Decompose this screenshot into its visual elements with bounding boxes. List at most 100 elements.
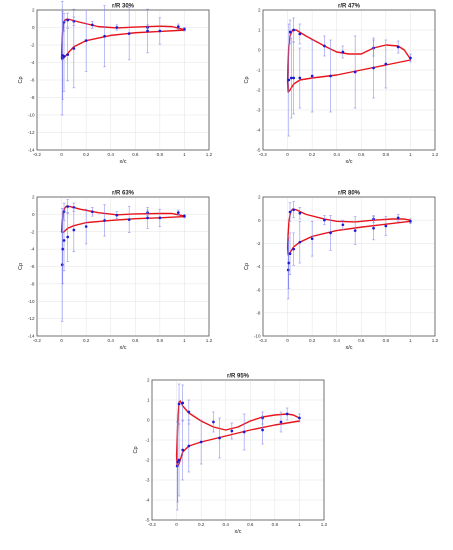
y-tick-label: -2 [256,88,261,93]
data-point [341,223,345,227]
data-point [90,210,94,214]
data-point [292,208,296,212]
data-point [396,216,400,220]
y-tick-label: -4 [30,247,35,252]
data-point [66,205,70,208]
x-tick-label: 0.6 [132,152,139,157]
y-tick-label: -12 [28,130,35,135]
data-point [90,23,94,27]
x-tick-label: 0.8 [157,152,164,157]
cp-curve-line [175,400,301,467]
x-tick-label: 1 [183,338,186,343]
x-tick-label: -0.2 [33,338,41,343]
x-tick-label: -0.2 [148,522,156,527]
data-point [72,228,76,232]
plot-frame [36,196,210,337]
x-tick-label: 0.2 [83,152,90,157]
y-tick-label: -6 [30,78,35,83]
data-point [158,216,162,220]
x-tick-label: 0.2 [198,522,205,527]
y-tick-label: -6 [30,264,35,269]
data-point [176,460,180,464]
data-point [329,74,332,78]
data-point [298,76,302,80]
data-point [288,30,292,34]
plot-frame [262,9,436,151]
x-axis-label: x/c [345,159,352,165]
chart-title: r/R 47% [338,4,361,10]
y-tick-label: -12 [28,316,35,321]
data-point [298,416,301,420]
data-point [298,32,302,36]
y-tick-label: -10 [28,299,35,304]
data-point [286,268,290,272]
y-tick-label: -3 [256,108,261,113]
data-point [61,247,65,251]
x-tick-label: 0.4 [223,522,230,527]
x-tick-label: 1.2 [432,152,439,157]
data-point [298,240,302,244]
x-tick-label: 0.6 [132,338,139,343]
y-tick-label: -8 [256,310,261,315]
data-point [289,76,293,80]
data-point [212,420,215,424]
y-tick-label: -2 [256,241,261,246]
x-tick-label: 1.2 [206,338,213,343]
data-point [288,210,292,214]
data-point [176,211,180,214]
data-point [62,239,66,242]
chart-panel: -0.2 0 0.2 0.4 0.6 0.8 1 1.2 -14 -12 -10 -8 -6 -4 -2 0 2… [18,1,213,165]
data-point [177,402,181,406]
y-tick-label: -2 [145,458,150,463]
y-tick-label: -4 [256,264,261,269]
data-point [103,34,106,38]
data-point [103,219,106,222]
data-point [66,53,70,56]
y-tick-label: -14 [28,334,35,339]
data-point [409,219,412,223]
x-tick-label: 0.8 [272,522,279,527]
data-point [62,55,66,58]
data-point [372,66,375,70]
data-point [127,32,131,35]
data-point [384,224,388,228]
x-tick-label: 0.2 [309,152,316,157]
data-point [199,440,203,444]
x-axis-label: x/c [119,345,126,351]
data-point [310,74,314,78]
y-tick-label: -10 [254,334,261,339]
data-point [218,436,221,440]
y-tick-label: -1 [145,438,150,443]
data-point [384,62,388,66]
chart-panel: -0.2 0 0.2 0.4 0.6 0.8 1 1.2 -14 -12 -10 -8 -6 -4 -2 0 2… [18,191,213,352]
x-tick-label: 0.8 [383,338,390,343]
x-tick-label: -0.2 [259,152,267,157]
data-point [292,28,296,32]
data-point [329,231,332,235]
x-tick-label: 0.2 [309,338,316,343]
y-axis-label: Cp [244,263,250,270]
data-point [181,401,185,405]
y-tick-label: 1 [258,28,261,33]
x-tick-label: 1 [409,338,412,343]
data-point [146,216,149,220]
data-point [353,229,357,232]
data-point [84,225,88,228]
x-tick-label: 0 [60,152,63,157]
data-point [187,410,191,414]
x-tick-label: 0.8 [383,152,390,157]
data-point [230,429,234,433]
data-point [66,18,70,22]
x-tick-label: 0.4 [108,338,115,343]
y-tick-label: 2 [258,195,261,200]
cp-curve-line [286,208,412,256]
data-point [158,29,162,33]
chart-title: r/R 30% [112,4,135,10]
y-tick-label: 0 [258,48,261,53]
x-tick-label: 0.6 [247,522,254,527]
data-point [372,226,375,230]
data-point [176,25,180,28]
chart-title: r/R 63% [112,191,135,197]
y-tick-label: -2 [30,229,35,234]
